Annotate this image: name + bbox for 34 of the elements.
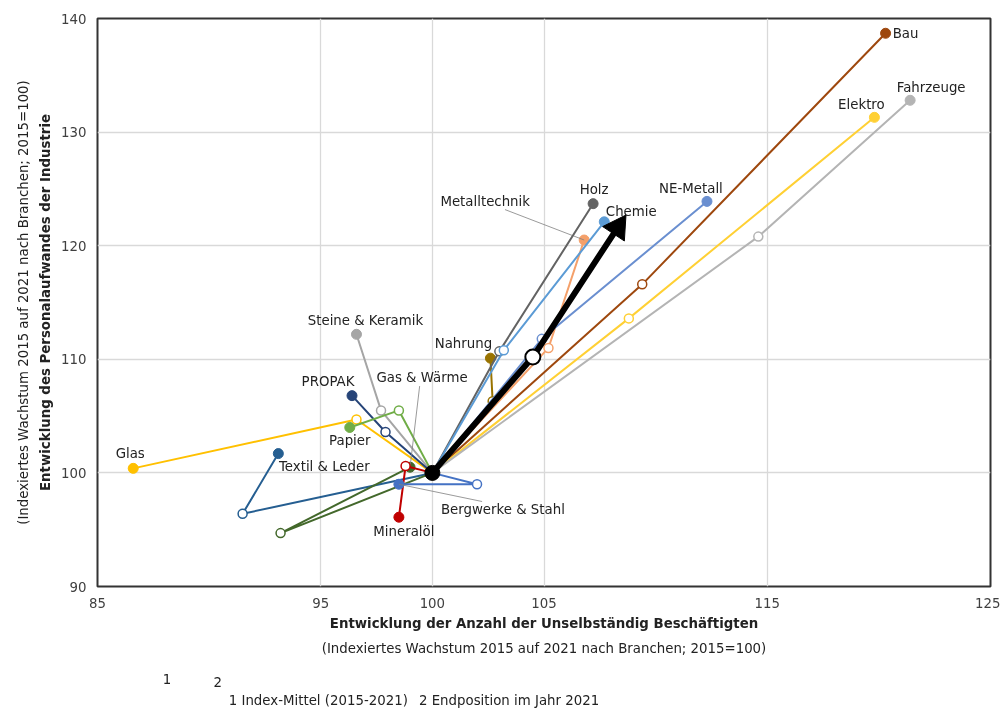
y-tick-label: 120 xyxy=(61,238,87,254)
y-tick-label: 110 xyxy=(61,352,87,368)
series-label: NE-Metall xyxy=(659,180,723,196)
text: Gas & Wärme xyxy=(376,370,468,386)
series-label: Elektro xyxy=(838,96,885,112)
x-tick-label: 95 xyxy=(312,595,330,611)
text: 1 Index-Mittel (2015-2021) xyxy=(228,693,408,708)
series-label: Bau xyxy=(892,25,919,41)
y-tick-label: 100 xyxy=(61,465,87,481)
y-tick-label: 130 xyxy=(61,125,87,141)
text: Metalltechnik xyxy=(440,193,531,209)
text: 1 xyxy=(162,671,172,687)
series-label: Nahrung xyxy=(434,336,493,352)
y-tick-label: 90 xyxy=(69,579,87,595)
text: Entwicklung der Anzahl der Unselbständig Beschäftigten (Indexiertes Wachstum 2015 auf 2021 nach Branchen; 2015=100) xyxy=(321,615,767,656)
y-tick-label: 140 xyxy=(61,11,87,27)
series-label: Fahrzeuge xyxy=(896,79,966,95)
x-tick-label: 125 xyxy=(975,595,1001,611)
text: Entwicklung des Personalaufwandes der Industrie (Indexiertes Wachstum 2015 auf 2021 nach Branchen; 2015=100) xyxy=(15,80,54,525)
x-tick-label: 105 xyxy=(531,595,557,611)
x-tick-label: 100 xyxy=(419,595,446,611)
text: 2 Endposition im Jahr 2021 xyxy=(418,693,600,708)
series-label: Papier xyxy=(329,433,372,449)
series-label: Glas xyxy=(115,445,145,461)
text: 2 xyxy=(213,674,223,690)
series-label: Textil & Leder xyxy=(277,459,371,475)
series-label: Bergwerke & Stahl xyxy=(440,502,565,518)
series-label: PROPAK xyxy=(301,373,356,389)
series-label: Chemie xyxy=(605,204,657,220)
series-label: Holz xyxy=(579,181,609,197)
series-label: Mineralöl xyxy=(373,523,435,539)
x-tick-label: 115 xyxy=(754,595,780,611)
x-tick-label: 85 xyxy=(89,595,106,611)
series-label: Steine & Keramik xyxy=(307,312,424,328)
